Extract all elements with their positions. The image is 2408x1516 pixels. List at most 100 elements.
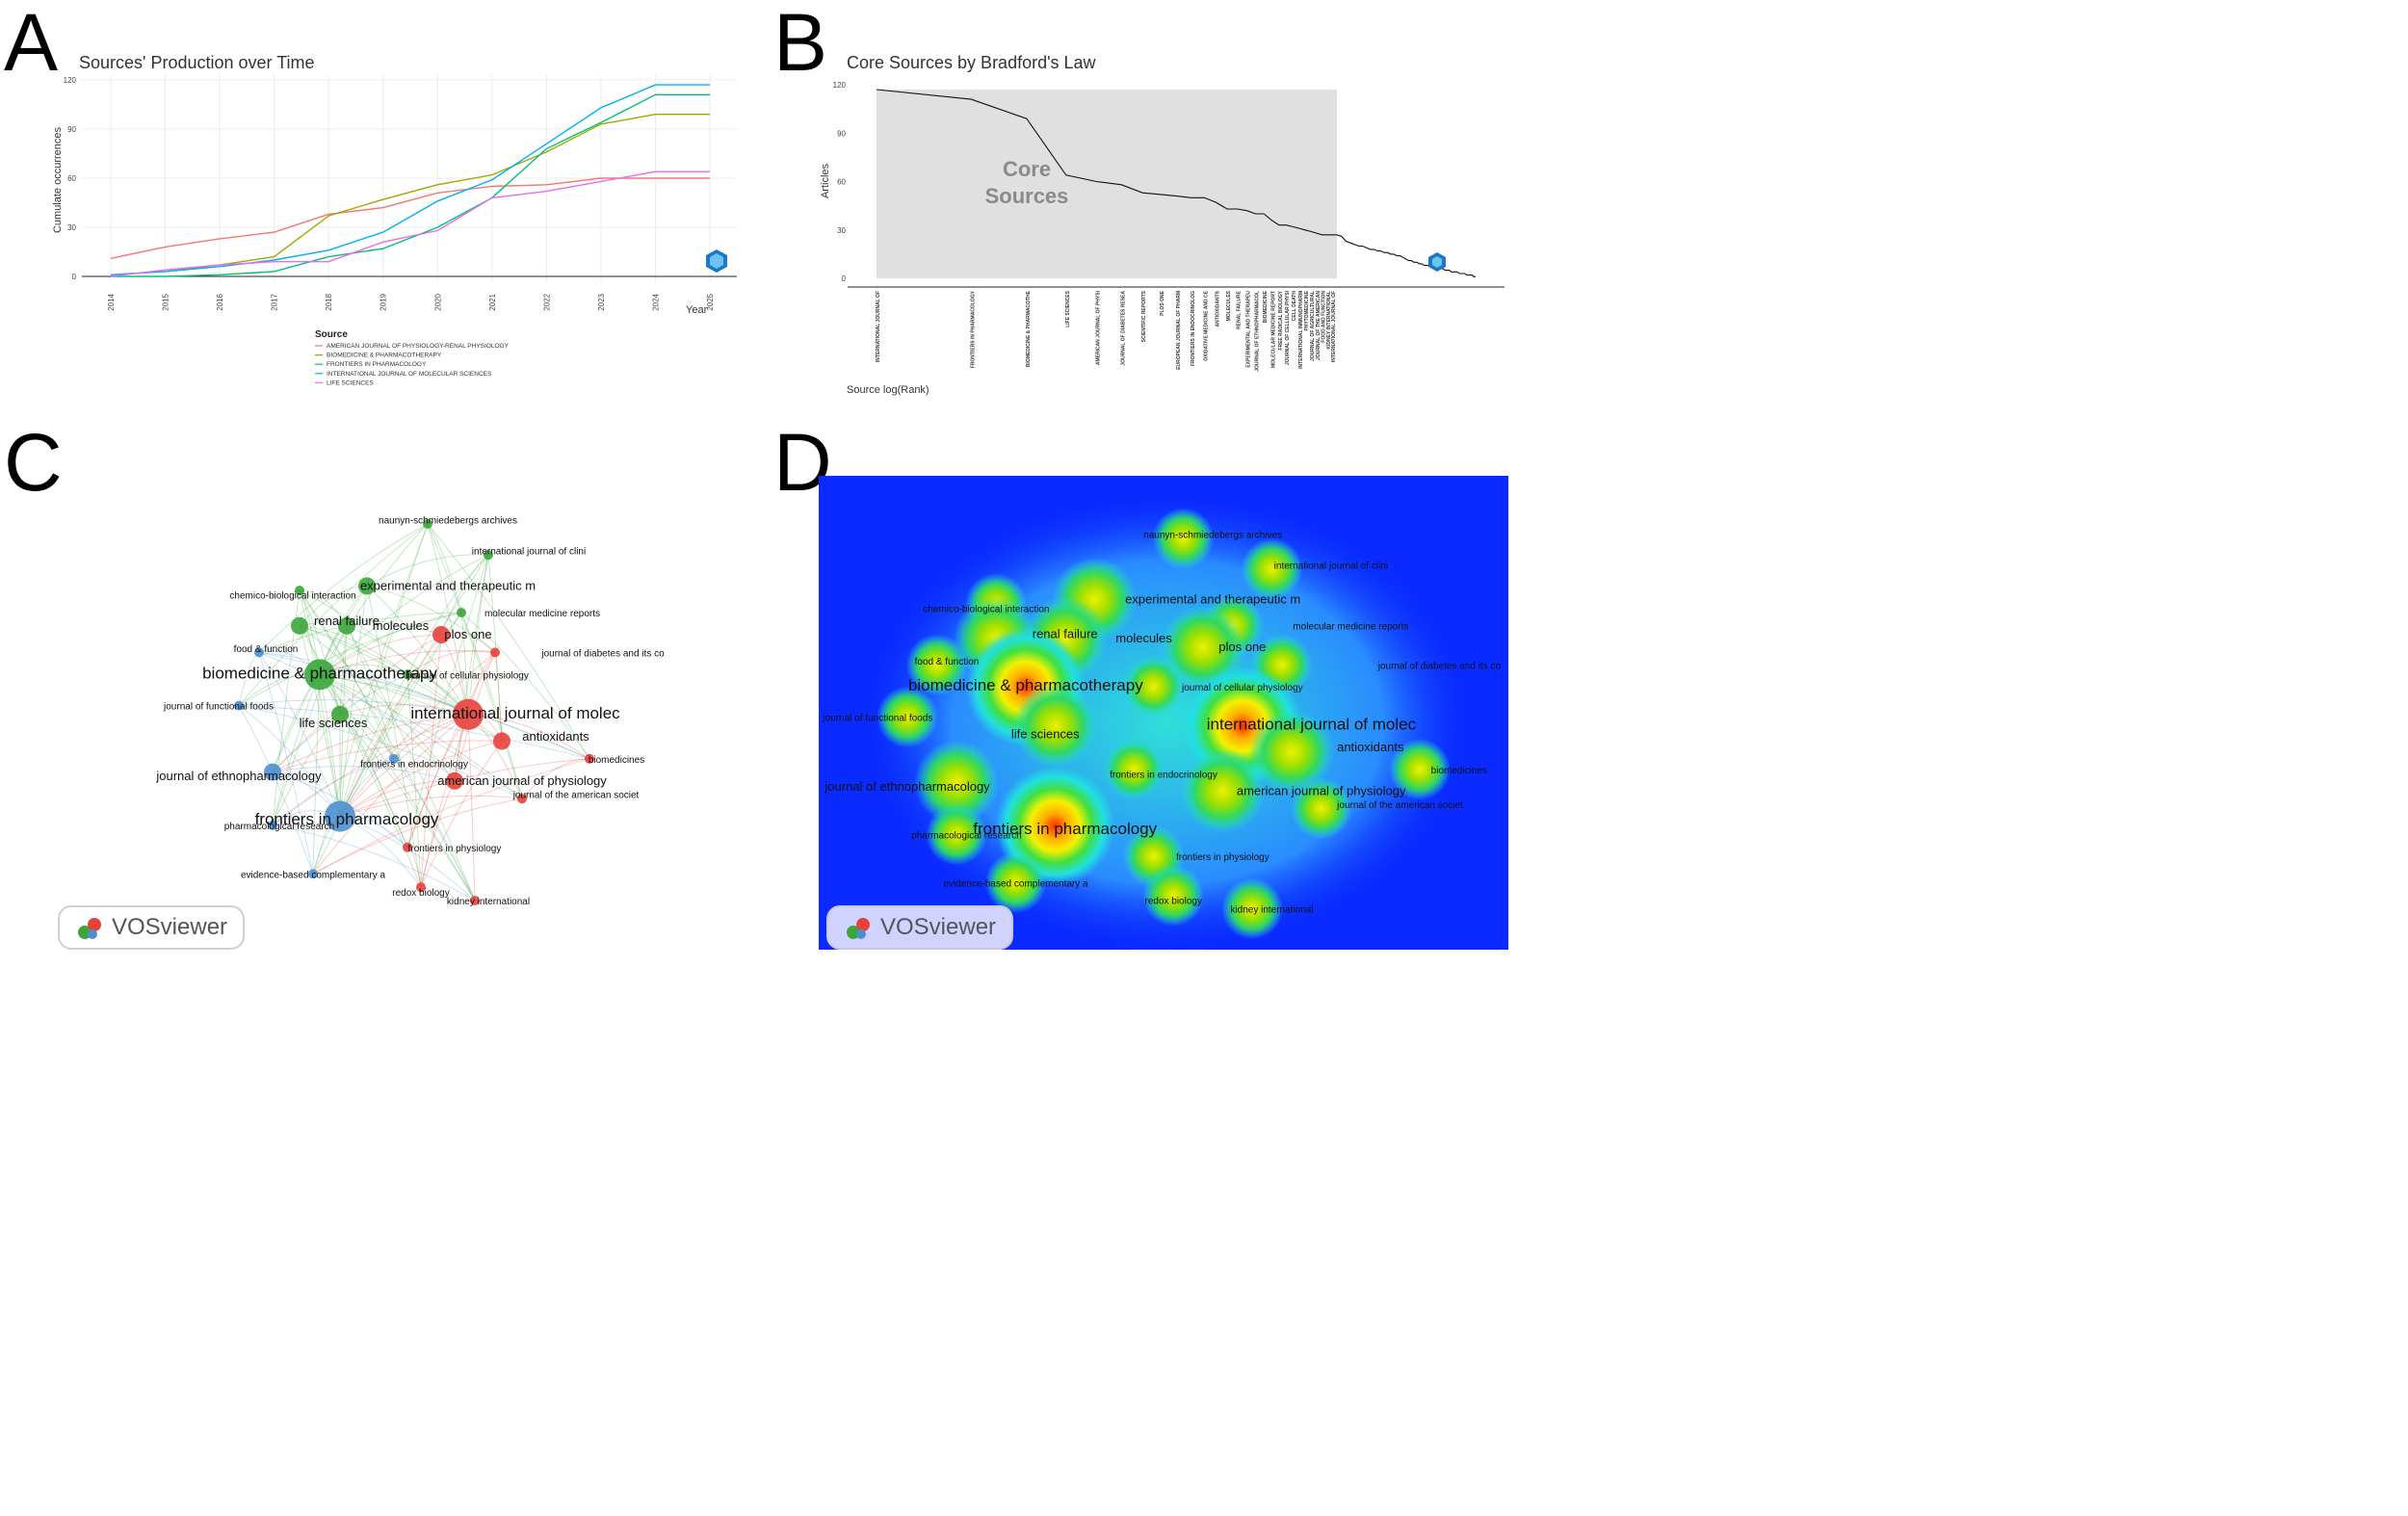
density-blob [1152,508,1215,570]
x-tick-label: 2018 [325,293,333,310]
density-label: biomedicines [1431,766,1487,776]
x-tick-label: PLOS ONE [1160,290,1165,316]
x-tick-label: FOOD AND FUNCTION [1321,291,1326,343]
x-tick-label: OXIDATIVE MEDICINE AND CE [1203,290,1209,360]
edge [339,652,496,817]
edge [366,586,469,716]
node [291,616,308,635]
x-tick-label: 2021 [488,293,497,310]
edge [460,612,590,760]
density-label: journal of functional foods [822,714,932,724]
edge [258,651,469,716]
node [403,669,412,680]
x-tick-label: EUROPEAN JOURNAL OF PHARM [1176,291,1182,370]
edge [366,586,422,888]
panel-letter-c: C [4,417,63,508]
x-tick-label: JOURNAL OF DIABETES RESEA [1120,291,1126,366]
vosviewer-label: VOSviewer [112,914,228,940]
density-label: life sciences [1011,727,1080,742]
vosviewer-logo-icon [75,913,104,942]
logo-hex-inner [710,253,723,269]
x-tick-label: BIOMEDICINE [1263,290,1269,323]
panel-letter-a: A [4,0,59,88]
x-tick-label: JOURNAL OF AGRICULTURAL [1310,291,1316,361]
density-label: biomedicine & pharmacotherapy [908,676,1143,694]
edge [299,625,341,817]
node [493,732,510,750]
y-tick-label: 0 [842,274,847,283]
x-tick-label: 2015 [162,293,170,310]
node [457,608,466,617]
edge [272,634,442,772]
x-tick-label: ANTIOXIDANTS [1216,290,1221,327]
series-line [110,84,710,275]
edge [319,674,476,902]
edge [258,652,341,817]
x-tick-label: LIFE SCIENCES [1065,290,1071,327]
node-label: antioxidants [522,729,589,744]
node-label: plos one [444,627,491,641]
edge [406,555,489,848]
node-label: pharmacological research [224,822,335,832]
density-blob [914,740,1000,825]
node [338,616,355,635]
density-label: american journal of physiology [1237,783,1406,797]
x-tick-label: SCIENTIFIC REPORTS [1141,290,1147,342]
node [446,771,463,790]
core-label: Core [1003,157,1051,181]
density-blob [1241,537,1303,600]
density-label: molecular medicine reports [1293,622,1408,633]
edge [427,523,469,715]
edge [312,797,523,875]
edge [339,758,590,818]
series-line [110,177,710,259]
density-label: frontiers in pharmacology [973,820,1157,838]
node-label: food & function [234,644,299,655]
x-tick-label: JOURNAL OF CELLULAR PHYSI [1285,290,1291,365]
y-axis-title: Articles [820,163,831,198]
edge [339,554,489,817]
edge [427,523,462,614]
density-blob [1248,709,1334,795]
edge [299,619,442,636]
density-map-d: naunyn-schmiedebergs archives internation… [819,476,1508,954]
edge [238,705,314,875]
density-label: kidney international [1230,904,1313,915]
density-label: journal of ethnopharmacology [824,779,990,794]
node [304,659,335,691]
density-blob [1122,655,1185,718]
edge [299,625,408,675]
x-tick-label: RENAL FAILURE [1237,290,1243,329]
edge [272,625,348,825]
biblio-logo-icon [706,249,727,273]
node [295,586,304,595]
x-tick-label: BIOMEDICINE & PHARMACOTHE [1026,290,1032,367]
density-blob [1142,864,1205,927]
edge [319,612,462,675]
density-blob [1012,683,1098,769]
edge [406,652,496,848]
density-blob [877,686,939,748]
edge [312,758,590,875]
density-label: international journal of molec [1207,716,1417,734]
x-tick-label: 2024 [651,293,660,310]
node-label: journal of cellular physiology [406,670,529,681]
edge [339,523,429,817]
edge [420,634,442,888]
node [490,647,500,658]
x-tick-label: INTERNATIONAL JOURNAL OF [1331,291,1337,362]
x-tick-label: 2014 [107,293,116,310]
density-label: pharmacological research [911,831,1022,842]
legend-entry: AMERICAN JOURNAL OF PHYSIOLOGY-RENAL PHY… [327,343,510,350]
x-tick-label: MOLECULAR MEDICINE REPORT [1270,291,1276,368]
edge [319,634,442,675]
edge [272,714,469,773]
edge [238,523,429,706]
edge [460,612,523,799]
edge [272,824,476,902]
x-tick-label: FRONTIERS IN ENDOCRINOLOG [1191,291,1196,366]
biblio-logo-icon [1428,252,1446,272]
edge [299,589,341,715]
panel-letter-b: B [773,0,828,88]
node-label: chemico-biological interaction [229,591,355,602]
